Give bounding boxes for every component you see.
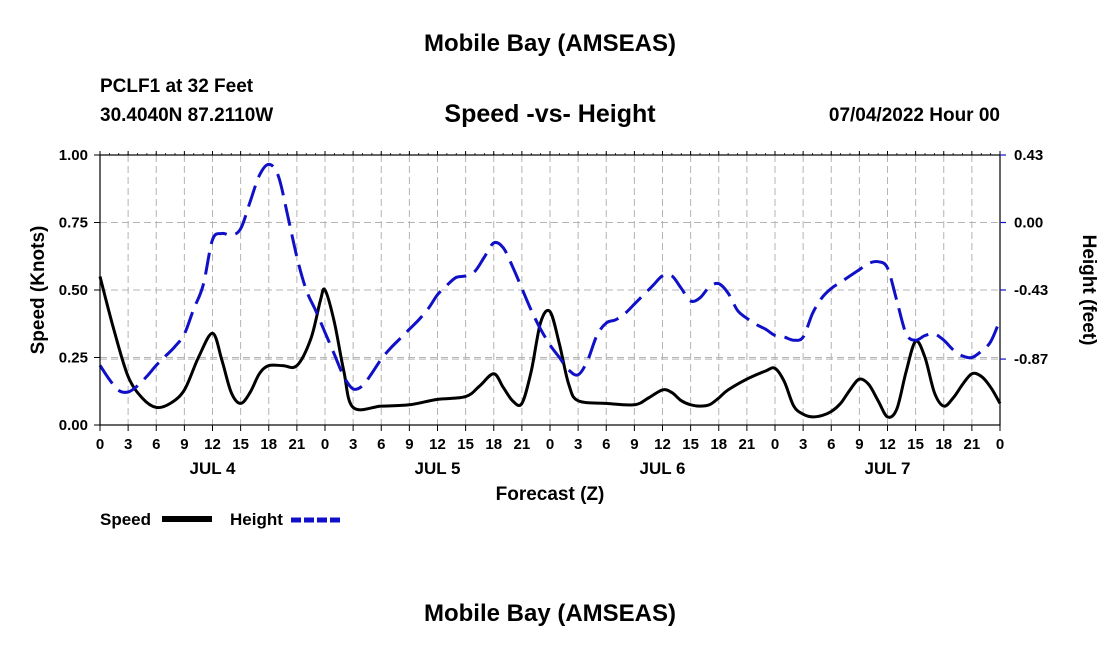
y-tick-label: 0.75 bbox=[59, 215, 88, 232]
station-label: PCLF1 at 32 Feet bbox=[100, 76, 254, 97]
x-tick-label: 9 bbox=[630, 436, 638, 453]
x-tick-label: 18 bbox=[710, 436, 727, 453]
series-layer bbox=[98, 162, 1002, 419]
x-tick-label: 15 bbox=[457, 436, 474, 453]
y2-axis-label: Height (feet) bbox=[1078, 235, 1099, 346]
x-tick-label: 0 bbox=[996, 436, 1004, 453]
legend: Speed Height bbox=[100, 510, 343, 529]
x-tick-label: 15 bbox=[232, 436, 249, 453]
x-tick-label: 9 bbox=[180, 436, 188, 453]
y-axis-label: Speed (Knots) bbox=[28, 226, 49, 355]
day-label: JUL 6 bbox=[640, 459, 686, 478]
y-tick-label: 1.00 bbox=[59, 147, 88, 164]
grid bbox=[100, 154, 1000, 425]
x-tick-label: 9 bbox=[405, 436, 413, 453]
series-line-height bbox=[98, 162, 1002, 394]
x-tick-label: 12 bbox=[429, 436, 446, 453]
legend-label-height: Height bbox=[230, 510, 283, 529]
x-tick-label: 18 bbox=[485, 436, 502, 453]
y-tick-label: 0.00 bbox=[59, 417, 88, 434]
y2-tick-label: -0.43 bbox=[1014, 282, 1048, 299]
series-line-speed bbox=[98, 276, 1002, 419]
x-axis-label: Forecast (Z) bbox=[496, 484, 605, 505]
x-tick-label: 0 bbox=[321, 436, 329, 453]
y-tick-label: 0.25 bbox=[59, 350, 88, 367]
x-tick-label: 6 bbox=[602, 436, 610, 453]
x-tick-label: 3 bbox=[349, 436, 357, 453]
y2-tick-label: -0.87 bbox=[1014, 351, 1048, 368]
x-tick-label: 6 bbox=[152, 436, 160, 453]
x-tick-label: 21 bbox=[739, 436, 756, 453]
x-tick-label: 0 bbox=[96, 436, 104, 453]
axis-ticks: 0 3 6 9 12 15 18 21 0 3 6 9 12 15 18 21 0 3 6 9 12 15 18 21 0 3 6 9… bbox=[59, 147, 1048, 478]
x-tick-label: 21 bbox=[964, 436, 981, 453]
x-tick-label: 3 bbox=[799, 436, 807, 453]
x-tick-label: 18 bbox=[260, 436, 277, 453]
chart-title: Speed -vs- Height bbox=[444, 100, 656, 128]
y-tick-label: 0.50 bbox=[59, 282, 88, 299]
legend-label-speed: Speed bbox=[100, 510, 151, 529]
x-tick-label: 18 bbox=[935, 436, 952, 453]
x-tick-label: 21 bbox=[514, 436, 531, 453]
x-tick-label: 6 bbox=[827, 436, 835, 453]
x-tick-label: 12 bbox=[879, 436, 896, 453]
main-title: Mobile Bay (AMSEAS) bbox=[423, 30, 677, 57]
y2-tick-label: 0.00 bbox=[1014, 215, 1043, 232]
y2-tick-label: 0.43 bbox=[1014, 147, 1043, 164]
x-tick-label: 0 bbox=[771, 436, 779, 453]
x-tick-label: 0 bbox=[546, 436, 554, 453]
second-chart-title: Mobile Bay (AMSEAS) bbox=[423, 600, 677, 627]
x-tick-label: 21 bbox=[289, 436, 306, 453]
forecast-datestamp: 07/04/2022 Hour 00 bbox=[828, 105, 1000, 126]
day-label: JUL 4 bbox=[190, 459, 237, 478]
x-tick-label: 12 bbox=[204, 436, 221, 453]
x-tick-label: 12 bbox=[654, 436, 671, 453]
day-label: JUL 7 bbox=[865, 459, 911, 478]
x-tick-label: 15 bbox=[907, 436, 924, 453]
day-label: JUL 5 bbox=[415, 459, 461, 478]
x-tick-label: 6 bbox=[377, 436, 385, 453]
x-tick-label: 9 bbox=[855, 436, 863, 453]
x-tick-label: 15 bbox=[682, 436, 699, 453]
x-tick-label: 3 bbox=[574, 436, 582, 453]
station-coordinates: 30.4040N 87.2110W bbox=[100, 105, 274, 126]
x-tick-label: 3 bbox=[124, 436, 132, 453]
